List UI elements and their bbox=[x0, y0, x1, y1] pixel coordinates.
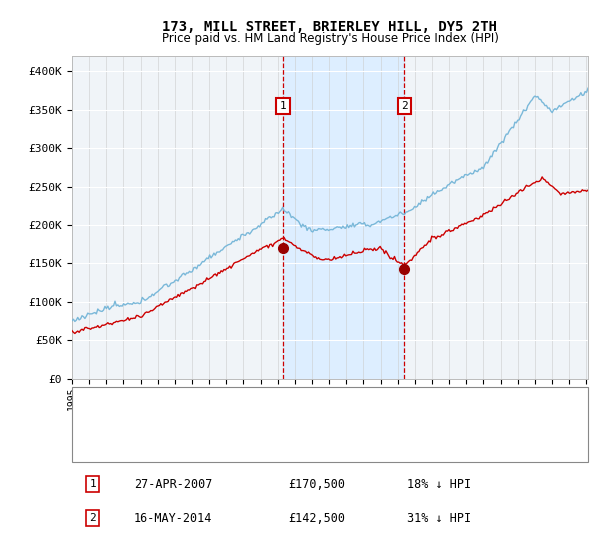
Text: 31% ↓ HPI: 31% ↓ HPI bbox=[407, 512, 472, 525]
Text: 2: 2 bbox=[89, 513, 96, 523]
Text: 16-MAY-2014: 16-MAY-2014 bbox=[134, 512, 212, 525]
Point bbox=[84, 401, 91, 408]
Text: 18% ↓ HPI: 18% ↓ HPI bbox=[407, 478, 472, 491]
Text: 1: 1 bbox=[89, 479, 96, 489]
Text: £142,500: £142,500 bbox=[289, 512, 346, 525]
Text: 2: 2 bbox=[401, 101, 407, 111]
Text: 173, MILL STREET, BRIERLEY HILL, DY5 2TH (detached house): 173, MILL STREET, BRIERLEY HILL, DY5 2TH… bbox=[134, 399, 518, 409]
Point bbox=[120, 435, 127, 441]
Text: 173, MILL STREET, BRIERLEY HILL, DY5 2TH: 173, MILL STREET, BRIERLEY HILL, DY5 2TH bbox=[163, 20, 497, 34]
Text: Price paid vs. HM Land Registry's House Price Index (HPI): Price paid vs. HM Land Registry's House … bbox=[161, 32, 499, 45]
Text: £170,500: £170,500 bbox=[289, 478, 346, 491]
FancyBboxPatch shape bbox=[72, 387, 588, 462]
Text: 27-APR-2007: 27-APR-2007 bbox=[134, 478, 212, 491]
Point bbox=[84, 435, 91, 441]
Text: HPI: Average price, detached house, Dudley: HPI: Average price, detached house, Dudl… bbox=[134, 433, 418, 443]
Text: 1: 1 bbox=[280, 101, 287, 111]
Point bbox=[120, 401, 127, 408]
Bar bbox=[283, 56, 404, 379]
